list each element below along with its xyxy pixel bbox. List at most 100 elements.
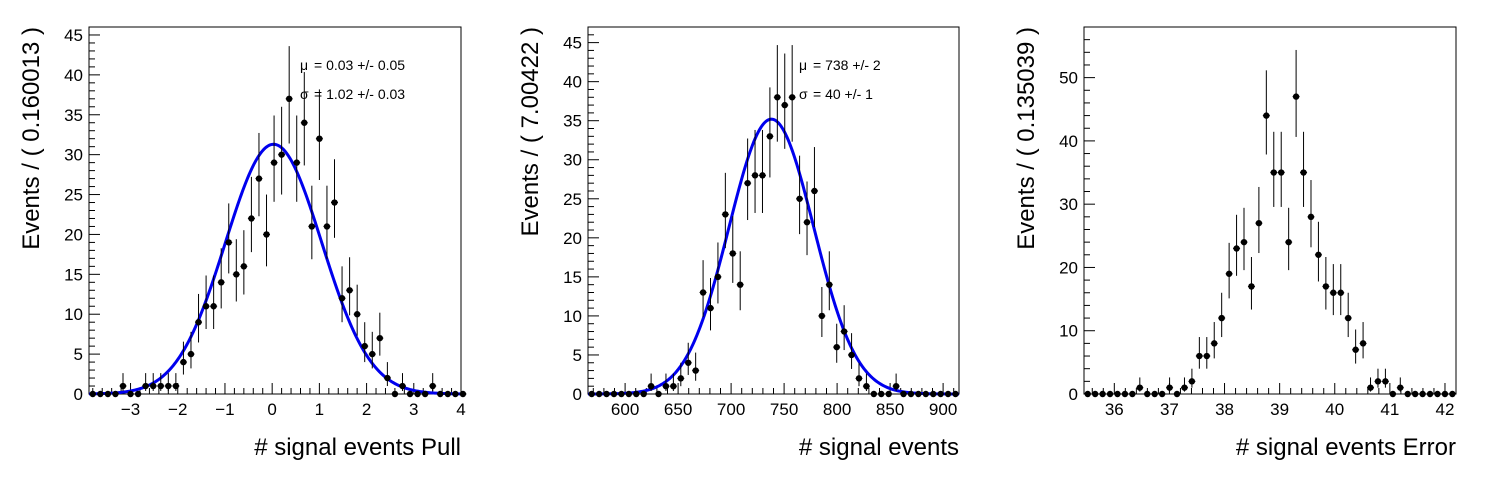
chart-panel-2: 600 650 700 750 800 850 900 0 5 10 15 20 25 30 35 40 45 #… [517, 26, 960, 461]
data-marker [1099, 390, 1106, 398]
data-point [202, 275, 210, 330]
annotation-symbol: σ [799, 86, 808, 102]
data-marker [870, 390, 878, 398]
data-marker [361, 342, 368, 350]
data-point [1151, 390, 1159, 398]
data-marker [134, 390, 142, 398]
data-point [406, 390, 414, 398]
x-tick-label: 3 [409, 400, 418, 419]
plot-frame [587, 26, 960, 395]
data-point [1300, 131, 1308, 207]
plot-frame [1083, 26, 1457, 395]
x-tick-label: 900 [929, 400, 957, 419]
y-tick-label: 45 [64, 26, 83, 45]
data-marker [202, 303, 210, 310]
data-marker [840, 328, 848, 335]
data-point [684, 342, 692, 375]
data-marker [293, 159, 300, 166]
data-marker [248, 215, 255, 222]
data-point [610, 390, 618, 398]
data-point [907, 390, 915, 398]
data-point [1434, 390, 1442, 398]
data-marker [722, 211, 729, 218]
data-point [179, 341, 187, 375]
data-marker [1441, 390, 1449, 398]
data-marker [1307, 213, 1315, 221]
data-point [195, 293, 203, 343]
data-point [1374, 368, 1382, 388]
y-tick-label: 15 [64, 265, 83, 284]
y-tick-label: 25 [64, 186, 83, 205]
data-point [353, 284, 361, 336]
data-point [444, 390, 452, 398]
data-marker [885, 390, 892, 398]
data-point [1352, 329, 1360, 364]
data-point [300, 72, 308, 166]
data-marker [707, 304, 714, 312]
data-marker [97, 390, 104, 398]
data-marker [922, 390, 930, 398]
data-marker [376, 334, 384, 342]
data-marker [855, 375, 863, 382]
data-marker [1315, 251, 1322, 258]
data-marker [452, 390, 459, 398]
data-marker [1091, 390, 1099, 398]
data-point [1285, 207, 1293, 271]
data-marker [1374, 378, 1382, 385]
annotation-text: = 1.02 +/- 0.03 [314, 86, 405, 102]
data-point [1106, 390, 1114, 398]
data-point [707, 278, 715, 331]
data-point [922, 390, 930, 398]
data-point [383, 362, 391, 387]
data-point [1247, 256, 1255, 310]
data-marker [255, 175, 263, 182]
data-marker [384, 374, 391, 382]
data-marker [1233, 245, 1240, 252]
y-tick-label: 10 [563, 307, 582, 326]
data-point [1381, 368, 1389, 388]
data-marker [1270, 169, 1277, 176]
x-tick-label: 36 [1105, 400, 1124, 419]
data-point [810, 147, 818, 228]
data-point [1195, 337, 1203, 369]
data-point [1389, 390, 1397, 398]
data-point [699, 260, 707, 318]
data-marker [818, 312, 826, 320]
data-point [617, 390, 625, 398]
data-point [225, 203, 233, 274]
x-tick-label: 600 [611, 400, 639, 419]
data-marker [603, 390, 610, 398]
x-tick-label: 38 [1215, 400, 1234, 419]
x-tick-label: 42 [1436, 400, 1455, 419]
data-marker [1419, 390, 1426, 398]
x-tick-label: 750 [770, 400, 798, 419]
data-marker [1151, 390, 1158, 398]
data-marker [848, 351, 855, 359]
data-point [361, 322, 369, 363]
data-marker [1136, 384, 1144, 391]
data-point [278, 106, 286, 195]
data-point [729, 216, 737, 283]
data-marker [1359, 340, 1367, 347]
data-marker [796, 195, 803, 202]
data-point [1180, 377, 1188, 392]
data-marker [1367, 384, 1374, 391]
data-marker [399, 382, 406, 390]
y-axis-title: Events / ( 0.135039 ) [1013, 27, 1040, 250]
data-marker [444, 390, 452, 398]
data-marker [915, 390, 922, 398]
data-point [459, 390, 467, 398]
data-marker [677, 375, 685, 382]
data-point [1233, 214, 1241, 276]
data-marker [1129, 390, 1136, 398]
fit-curve [88, 142, 462, 396]
data-marker [1449, 390, 1456, 398]
data-point [1143, 390, 1151, 398]
data-marker [737, 281, 744, 288]
data-point [1448, 390, 1456, 398]
data-marker [878, 390, 885, 398]
data-point [323, 185, 331, 260]
x-tick-label: 4 [456, 400, 465, 419]
